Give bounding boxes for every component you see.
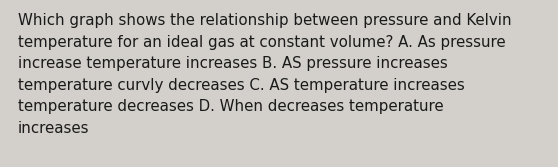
Text: Which graph shows the relationship between pressure and Kelvin
temperature for a: Which graph shows the relationship betwe… [18,13,512,136]
